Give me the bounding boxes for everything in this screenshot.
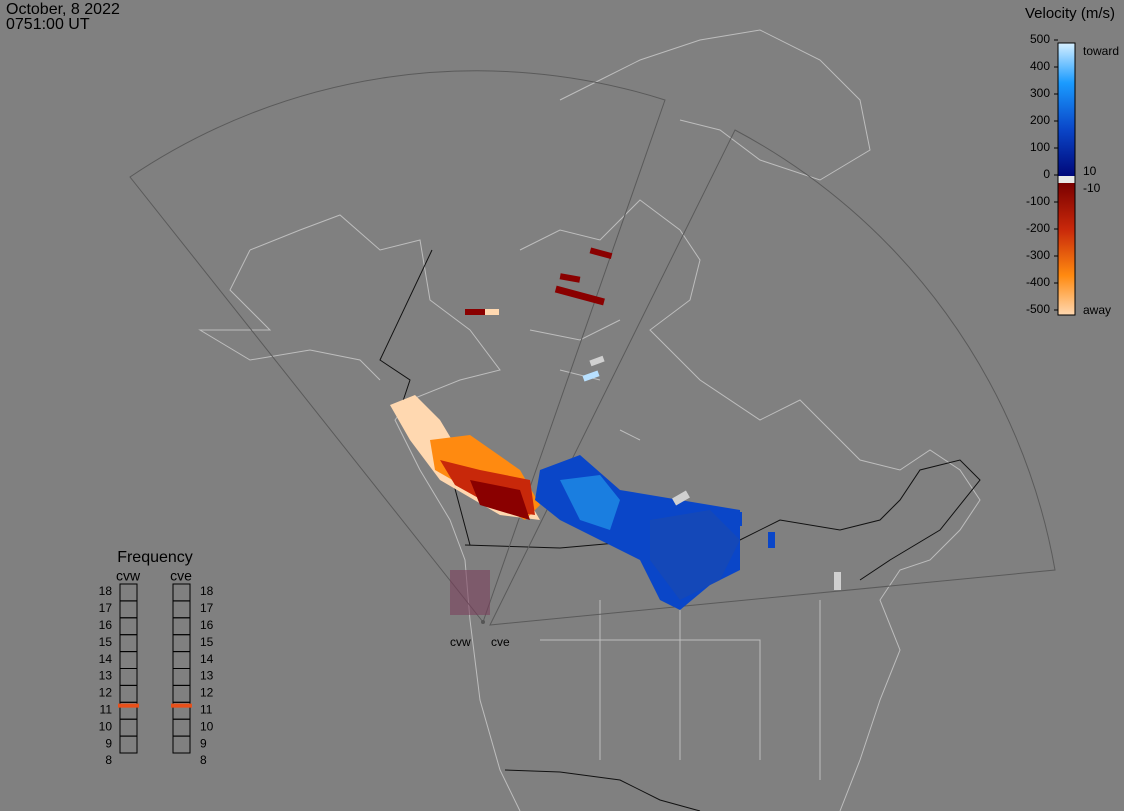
frequency-tick-label: 8 (105, 753, 112, 767)
frequency-cell (172, 718, 191, 737)
colorbar-tick-label: -400 (1026, 275, 1050, 289)
colorbar-frame (1057, 42, 1076, 316)
colorbar-top-label: toward (1083, 44, 1119, 58)
frequency-tick-label: 13 (99, 669, 113, 683)
frequency-tick-label: 15 (200, 635, 214, 649)
colorbar-title: Velocity (m/s) (1025, 5, 1115, 22)
frequency-tick-label: 13 (200, 669, 214, 683)
frequency-cell (119, 583, 138, 602)
frequency-cell (172, 651, 191, 669)
frequency-tick-label: 17 (200, 601, 214, 615)
frequency-cell (119, 634, 138, 653)
coastlines (198, 29, 981, 811)
colorbar-tick-label: -500 (1026, 302, 1050, 316)
frequency-cell (119, 651, 138, 669)
frequency-cell (119, 668, 138, 686)
frequency-cell (119, 718, 138, 737)
colorbar-away (1058, 183, 1075, 315)
frequency-tick-label: 11 (200, 702, 213, 716)
frequency-cell (172, 617, 191, 636)
frequency-tick-label: 12 (99, 686, 113, 700)
colorbar-tick-label: -200 (1026, 221, 1050, 235)
frequency-cell (119, 617, 138, 636)
time: 0751:00 UT (6, 16, 90, 33)
radar-site (481, 620, 485, 624)
colorbar-tick-label: 300 (1030, 86, 1050, 100)
frequency-cell (172, 684, 191, 703)
colorbar-inner-label: 10 (1083, 164, 1097, 178)
frequency-title: Frequency (117, 549, 193, 566)
colorbar-bottom-label: away (1083, 303, 1111, 317)
date: October, 8 2022 (6, 1, 120, 18)
colorbar-tick-label: 0 (1043, 167, 1050, 181)
colorbar-inner-label: -10 (1083, 181, 1101, 195)
frequency-tick-label: 12 (200, 686, 214, 700)
radar-label: cvw (450, 635, 471, 649)
colorbar-toward (1058, 43, 1075, 176)
frequency-cell (172, 735, 191, 754)
colorbar-tick-label: 400 (1030, 59, 1050, 73)
frequency-tick-label: 11 (100, 702, 113, 716)
colorbar-tick-label: 500 (1030, 32, 1050, 46)
frequency-cell (119, 684, 138, 703)
frequency-tick-label: 16 (200, 618, 214, 632)
frequency-cell (172, 600, 191, 619)
frequency-tick-label: 10 (200, 719, 214, 733)
frequency-tick-label: 18 (200, 584, 214, 598)
colorbar-tick-label: -100 (1026, 194, 1050, 208)
panel-name: cve (170, 568, 192, 584)
frequency-tick-label: 15 (99, 635, 113, 649)
panel-name: cvw (116, 568, 141, 584)
frequency-cell (172, 583, 191, 602)
colorbar-tick-label: 200 (1030, 113, 1050, 127)
frequency-cell (119, 600, 138, 619)
frequency-cell (172, 668, 191, 686)
frequency-tick-label: 9 (200, 736, 207, 750)
frequency-tick-label: 9 (105, 736, 112, 750)
frequency-tick-label: 16 (99, 618, 113, 632)
frequency-tick-label: 8 (200, 753, 207, 767)
frequency-tick-label: 17 (99, 601, 113, 615)
velocity-cells (390, 247, 841, 615)
radar-fans (129, 70, 1056, 626)
frequency-cell (172, 634, 191, 653)
frequency-cell (119, 735, 138, 754)
colorbar-tick-label: -300 (1026, 248, 1050, 262)
frequency-tick-label: 18 (99, 584, 113, 598)
frequency-tick-label: 14 (99, 652, 113, 666)
frequency-tick-label: 14 (200, 652, 214, 666)
colorbar-tick-label: 100 (1030, 140, 1050, 154)
radar-label: cve (491, 635, 510, 649)
frequency-tick-label: 10 (99, 719, 113, 733)
colorbar-zero (1058, 176, 1075, 183)
